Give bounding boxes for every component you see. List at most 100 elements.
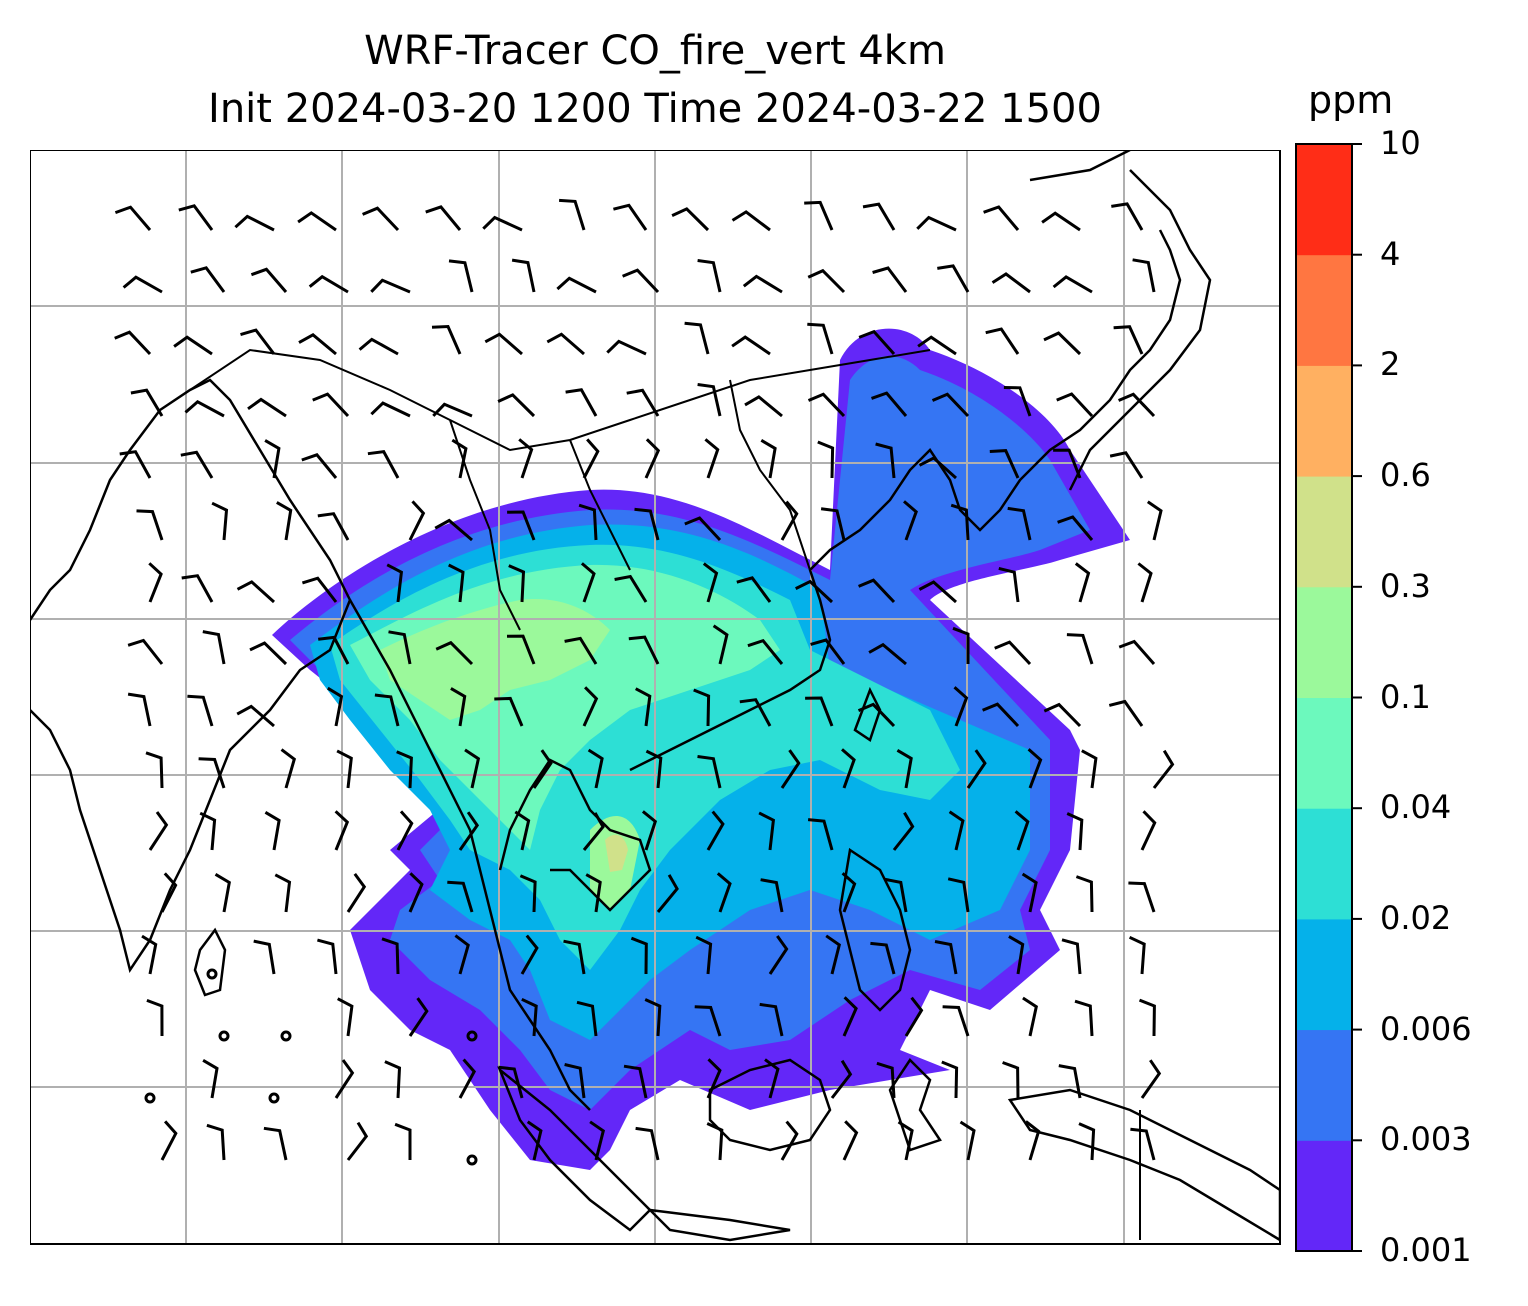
wind-barb bbox=[367, 449, 400, 479]
calm-wind-marker bbox=[268, 1092, 280, 1104]
wind-barb bbox=[606, 339, 647, 356]
colorbar-band bbox=[1296, 1140, 1352, 1252]
coastline-sulawesi bbox=[888, 1058, 942, 1152]
colorbar-tick-label: 0.04 bbox=[1380, 788, 1452, 827]
wind-barb bbox=[807, 268, 846, 294]
wind-barb bbox=[742, 274, 783, 294]
wind-barb bbox=[317, 938, 338, 975]
wind-barb bbox=[408, 997, 429, 1037]
wind-barb bbox=[482, 215, 523, 232]
calm-wind-marker bbox=[206, 968, 218, 980]
wind-barb bbox=[1146, 500, 1163, 541]
wind-barb bbox=[546, 332, 585, 356]
wind-barb bbox=[1022, 996, 1038, 1037]
wind-barb bbox=[758, 811, 776, 851]
wind-barb bbox=[694, 1005, 722, 1037]
wind-barb bbox=[697, 383, 722, 417]
wind-barb bbox=[916, 215, 957, 232]
wind-barb bbox=[301, 576, 338, 603]
wind-barb bbox=[334, 1059, 355, 1099]
wind-barb bbox=[1111, 202, 1144, 231]
wind-barb bbox=[280, 748, 297, 789]
wind-barb bbox=[370, 401, 411, 418]
calm-wind-marker bbox=[144, 1092, 156, 1104]
wind-barb bbox=[858, 329, 896, 355]
wind-barb bbox=[934, 940, 958, 975]
wind-barb bbox=[327, 686, 344, 727]
wind-barb bbox=[858, 578, 896, 604]
wind-barb bbox=[903, 500, 918, 541]
colorbar-tick-label: 0.1 bbox=[1380, 677, 1431, 716]
wind-barb bbox=[1118, 639, 1156, 665]
wind-barb bbox=[274, 873, 292, 913]
plume-band-0.3 bbox=[605, 834, 628, 872]
wind-barb bbox=[989, 449, 1020, 479]
wind-barb bbox=[917, 335, 957, 356]
colorbar-band bbox=[1296, 918, 1352, 1031]
wind-barb bbox=[1008, 935, 1025, 975]
wind-barb bbox=[236, 580, 276, 604]
wind-barb bbox=[768, 935, 789, 975]
wind-barb bbox=[804, 200, 834, 231]
wind-barb bbox=[582, 438, 600, 479]
coastline-java bbox=[646, 1208, 791, 1242]
wind-barb bbox=[644, 438, 661, 479]
wind-barb bbox=[947, 877, 970, 913]
wind-barb bbox=[187, 694, 214, 727]
wind-barb bbox=[614, 574, 648, 603]
wind-barb bbox=[871, 391, 908, 417]
wind-barb bbox=[1053, 448, 1082, 479]
wind-barb bbox=[425, 205, 462, 231]
wind-barb bbox=[1140, 810, 1157, 851]
wind-barb bbox=[747, 638, 784, 665]
wind-barb bbox=[1128, 935, 1146, 975]
wind-barb bbox=[236, 704, 275, 728]
map-title-line2: Init 2024-03-20 1200 Time 2024-03-22 150… bbox=[208, 86, 1102, 132]
wind-barb bbox=[190, 266, 226, 293]
wind-barb bbox=[1056, 392, 1094, 418]
wind-barb bbox=[435, 640, 474, 666]
wind-barb bbox=[114, 205, 152, 231]
wind-barbs bbox=[114, 198, 1175, 1166]
wind-barb bbox=[587, 748, 604, 789]
wind-barb bbox=[434, 518, 473, 542]
wind-barb bbox=[388, 630, 412, 665]
wind-barb bbox=[497, 393, 536, 418]
wind-barb bbox=[941, 1060, 959, 1099]
wind-barb bbox=[317, 512, 350, 541]
wind-barb bbox=[1074, 562, 1091, 603]
wind-barb bbox=[613, 203, 648, 231]
wind-barb bbox=[127, 692, 152, 727]
map-panel bbox=[30, 150, 1281, 1245]
wind-barb bbox=[119, 450, 152, 479]
wind-barb bbox=[644, 998, 662, 1037]
wind-barb bbox=[904, 996, 924, 1037]
wind-barb bbox=[520, 934, 539, 975]
wind-barb bbox=[1024, 1120, 1041, 1161]
wind-barb bbox=[336, 749, 353, 789]
wind-barb bbox=[1052, 275, 1093, 294]
wind-barb bbox=[508, 564, 526, 603]
wind-barb bbox=[484, 332, 523, 356]
wind-barb bbox=[820, 507, 846, 541]
wind-barb bbox=[494, 696, 524, 727]
wind-barb bbox=[795, 579, 834, 604]
calm-wind-marker bbox=[280, 1030, 292, 1042]
wind-barb bbox=[264, 811, 281, 851]
wind-barb bbox=[876, 1061, 896, 1099]
wind-barb bbox=[519, 874, 537, 913]
wind-barb bbox=[622, 268, 660, 294]
wind-barb bbox=[511, 258, 536, 293]
map-title-line1: WRF-Tracer CO_fire_vert 4km bbox=[364, 28, 946, 74]
wind-barb bbox=[862, 202, 896, 231]
wind-barb bbox=[1002, 1061, 1020, 1099]
calm-wind-marker bbox=[466, 1030, 478, 1042]
wind-barb bbox=[506, 634, 536, 665]
colorbar-band bbox=[1296, 365, 1352, 477]
plume-band-0.1 bbox=[380, 599, 610, 720]
wind-barb bbox=[671, 207, 710, 232]
wind-barb bbox=[264, 439, 281, 479]
wind-barb bbox=[959, 1120, 976, 1161]
colorbar-band bbox=[1296, 808, 1352, 920]
wind-barb bbox=[1003, 386, 1032, 417]
